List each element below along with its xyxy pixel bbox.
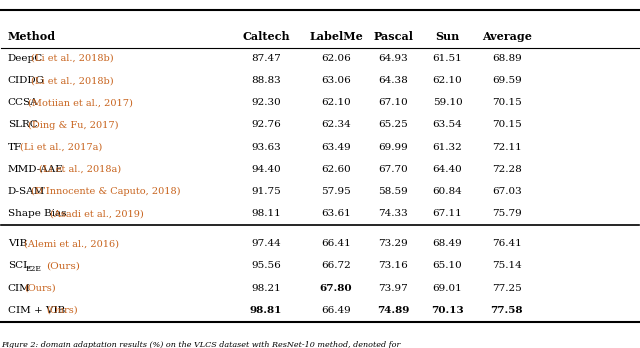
Text: LabelMe: LabelMe [309,31,363,42]
Text: 97.44: 97.44 [251,239,281,248]
Text: 67.10: 67.10 [378,98,408,107]
Text: Pascal: Pascal [373,31,413,42]
Text: CIDDG: CIDDG [8,76,45,85]
Text: TF: TF [8,143,22,152]
Text: 77.25: 77.25 [492,284,522,293]
Text: 92.76: 92.76 [251,120,281,129]
Text: 67.03: 67.03 [492,187,522,196]
Text: MMD-AAE: MMD-AAE [8,165,63,174]
Text: 66.49: 66.49 [321,306,351,315]
Text: VIB: VIB [8,239,27,248]
Text: 65.10: 65.10 [433,261,462,270]
Text: 62.34: 62.34 [321,120,351,129]
Text: (Li et al., 2018a): (Li et al., 2018a) [39,165,121,174]
Text: 69.99: 69.99 [378,143,408,152]
Text: 63.06: 63.06 [321,76,351,85]
Text: 69.59: 69.59 [492,76,522,85]
Text: Sun: Sun [435,31,460,42]
Text: 61.32: 61.32 [433,143,462,152]
Text: D-SAM: D-SAM [8,187,45,196]
Text: (Alemi et al., 2016): (Alemi et al., 2016) [24,239,119,248]
Text: 66.72: 66.72 [321,261,351,270]
Text: 73.97: 73.97 [378,284,408,293]
Text: Method: Method [8,31,56,42]
Text: 60.84: 60.84 [433,187,462,196]
Text: E2E: E2E [26,265,42,273]
Text: 92.30: 92.30 [251,98,281,107]
Text: 57.95: 57.95 [321,187,351,196]
Text: 76.41: 76.41 [492,239,522,248]
Text: (Li et al., 2018b): (Li et al., 2018b) [31,54,114,63]
Text: 68.49: 68.49 [433,239,462,248]
Text: 98.11: 98.11 [251,209,281,218]
Text: CIM: CIM [8,284,31,293]
Text: 72.11: 72.11 [492,143,522,152]
Text: Average: Average [482,31,532,42]
Text: 94.40: 94.40 [251,165,281,174]
Text: 98.21: 98.21 [251,284,281,293]
Text: (Ours): (Ours) [46,261,80,270]
Text: 64.38: 64.38 [378,76,408,85]
Text: 61.51: 61.51 [433,54,462,63]
Text: (Asadi et al., 2019): (Asadi et al., 2019) [50,209,143,218]
Text: 95.56: 95.56 [251,261,281,270]
Text: 93.63: 93.63 [251,143,281,152]
Text: (Ours): (Ours) [24,284,56,293]
Text: 65.25: 65.25 [378,120,408,129]
Text: (D’Innocente & Caputo, 2018): (D’Innocente & Caputo, 2018) [31,187,181,196]
Text: 63.61: 63.61 [321,209,351,218]
Text: 59.10: 59.10 [433,98,462,107]
Text: 58.59: 58.59 [378,187,408,196]
Text: 73.16: 73.16 [378,261,408,270]
Text: CCSA: CCSA [8,98,38,107]
Text: 74.89: 74.89 [377,306,410,315]
Text: (Motiian et al., 2017): (Motiian et al., 2017) [28,98,132,107]
Text: 98.81: 98.81 [250,306,282,315]
Text: 88.83: 88.83 [251,76,281,85]
Text: 62.10: 62.10 [321,98,351,107]
Text: 62.10: 62.10 [433,76,462,85]
Text: 67.70: 67.70 [378,165,408,174]
Text: 75.14: 75.14 [492,261,522,270]
Text: 73.29: 73.29 [378,239,408,248]
Text: Shape Bias: Shape Bias [8,209,67,218]
Text: 67.11: 67.11 [433,209,462,218]
Text: 70.15: 70.15 [492,98,522,107]
Text: 68.89: 68.89 [492,54,522,63]
Text: SCL: SCL [8,261,30,270]
Text: DeepC: DeepC [8,54,43,63]
Text: 70.13: 70.13 [431,306,464,315]
Text: SLRC: SLRC [8,120,38,129]
Text: (Li et al., 2018b): (Li et al., 2018b) [31,76,114,85]
Text: 69.01: 69.01 [433,284,462,293]
Text: 74.33: 74.33 [378,209,408,218]
Text: 64.40: 64.40 [433,165,462,174]
Text: 67.80: 67.80 [319,284,352,293]
Text: 62.06: 62.06 [321,54,351,63]
Text: (Li et al., 2017a): (Li et al., 2017a) [20,143,102,152]
Text: (Ding & Fu, 2017): (Ding & Fu, 2017) [28,120,118,129]
Text: 70.15: 70.15 [492,120,522,129]
Text: 63.49: 63.49 [321,143,351,152]
Text: (Ours): (Ours) [46,306,77,315]
Text: 77.58: 77.58 [490,306,523,315]
Text: 87.47: 87.47 [251,54,281,63]
Text: 63.54: 63.54 [433,120,462,129]
Text: 64.93: 64.93 [378,54,408,63]
Text: CIM + VIB: CIM + VIB [8,306,65,315]
Text: 62.60: 62.60 [321,165,351,174]
Text: 91.75: 91.75 [251,187,281,196]
Text: 75.79: 75.79 [492,209,522,218]
Text: 66.41: 66.41 [321,239,351,248]
Text: Figure 2: domain adaptation results (%) on the VLCS dataset with ResNet-10 metho: Figure 2: domain adaptation results (%) … [1,341,401,348]
Text: 72.28: 72.28 [492,165,522,174]
Text: Caltech: Caltech [242,31,290,42]
